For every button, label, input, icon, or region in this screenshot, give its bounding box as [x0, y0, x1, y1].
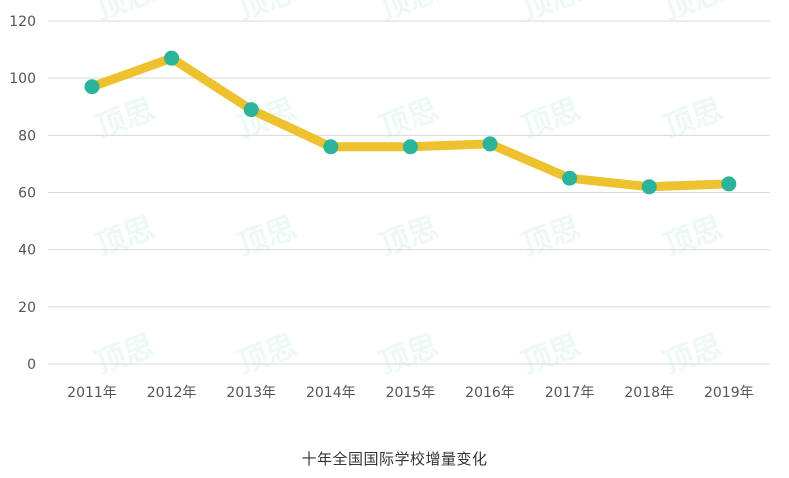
watermark-text: 顶思 [233, 210, 301, 263]
data-point [164, 50, 180, 66]
watermark-text: 顶思 [233, 0, 301, 28]
x-tick-label: 2014年 [306, 385, 356, 401]
y-tick-label: 100 [9, 71, 36, 87]
data-point [323, 139, 339, 155]
watermark-text: 顶思 [375, 328, 443, 381]
x-tick-label: 2013年 [226, 385, 276, 401]
gridlines [48, 20, 770, 365]
data-point [562, 170, 578, 186]
data-point [84, 79, 100, 95]
y-axis-tick-labels: 0 20 40 60 80 100 120 [9, 14, 36, 373]
y-tick-label: 0 [27, 357, 36, 373]
watermark-text: 顶思 [517, 0, 585, 28]
x-axis-tick-labels: 2011年 2012年 2013年 2014年 2015年 2016年 2017年 2018年… [67, 385, 753, 401]
watermark-text: 顶思 [659, 210, 727, 263]
data-point [243, 102, 259, 118]
watermark-text: 顶思 [375, 210, 443, 263]
watermark-text: 顶思 [91, 210, 159, 263]
watermark-text: 顶思 [375, 92, 443, 145]
data-point [402, 139, 418, 155]
x-tick-label: 2018年 [624, 385, 674, 401]
watermark-text: 顶思 [91, 0, 159, 28]
x-tick-label: 2015年 [386, 385, 436, 401]
data-points [84, 50, 737, 195]
x-tick-label: 2012年 [147, 385, 197, 401]
watermark-text: 顶思 [659, 328, 727, 381]
data-point [641, 179, 657, 195]
x-tick-label: 2016年 [465, 385, 515, 401]
watermark-text: 顶思 [91, 328, 159, 381]
y-tick-label: 120 [9, 14, 36, 30]
watermark-text: 顶思 [517, 210, 585, 263]
y-tick-label: 20 [18, 300, 36, 316]
watermark-text: 顶思 [517, 92, 585, 145]
watermark-text: 顶思 [659, 0, 727, 28]
y-tick-label: 40 [18, 243, 36, 259]
x-tick-label: 2011年 [67, 385, 117, 401]
y-tick-label: 60 [18, 186, 36, 202]
watermark-text: 顶思 [659, 92, 727, 145]
watermark-text: 顶思 [91, 92, 159, 145]
x-tick-label: 2019年 [704, 385, 754, 401]
data-point [482, 136, 498, 152]
watermark-text: 顶思 [375, 0, 443, 28]
watermark-text: 顶思 [233, 328, 301, 381]
y-tick-label: 80 [18, 128, 36, 144]
data-point [721, 176, 737, 192]
watermark-text: 顶思 [517, 328, 585, 381]
x-tick-label: 2017年 [545, 385, 595, 401]
chart-caption: 十年全国国际学校增量变化 [301, 450, 488, 468]
